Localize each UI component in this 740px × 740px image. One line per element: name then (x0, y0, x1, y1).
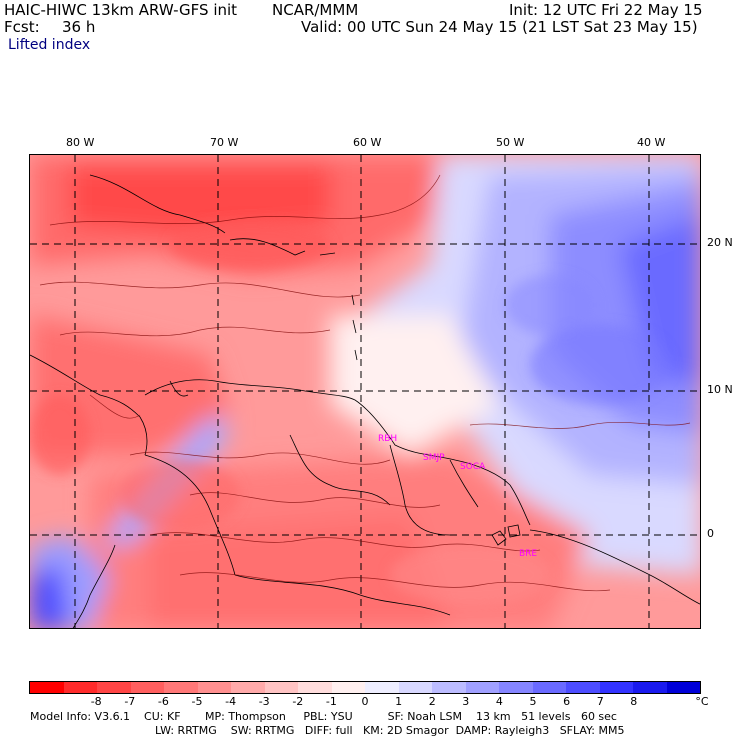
colorbar-cell (164, 682, 198, 693)
colorbar-tick-label: 2 (428, 695, 436, 708)
colorbar-tick-label: -1 (325, 695, 337, 708)
colorbar-cell (398, 682, 432, 693)
colorbar-cell (97, 682, 131, 693)
station-soca: SOCA (460, 462, 486, 472)
contour-lines (39, 174, 691, 592)
lon-label-70w: 70 W (210, 136, 239, 149)
colorbar-cell (298, 682, 332, 693)
forecast-label: Fcst: (4, 18, 40, 36)
lon-label-50w: 50 W (496, 136, 525, 149)
colorbar-cell (197, 682, 231, 693)
colorbar-cell (331, 682, 365, 693)
colorbar (29, 681, 701, 694)
colorbar-cell (130, 682, 164, 693)
colorbar-cell (599, 682, 633, 693)
field-name: Lifted index (8, 37, 91, 53)
colorbar-cell (63, 682, 97, 693)
forecast-hour: 36 h (62, 18, 96, 36)
colorbar-tick-label: -7 (124, 695, 136, 708)
lat-label-equator: 0 (707, 527, 714, 540)
colorbar-cell (30, 682, 64, 693)
station-bre: BRE (519, 549, 537, 559)
lat-label-10n: 10 N (707, 383, 733, 396)
colorbar-cell (499, 682, 533, 693)
coastlines (30, 174, 700, 628)
colorbar-cell (432, 682, 466, 693)
lon-label-40w: 40 W (637, 136, 666, 149)
colorbar-tick-label: 6 (563, 695, 571, 708)
map-canvas: RBH SMJP SOCA BRE (30, 155, 700, 628)
model-title: HAIC-HIWC 13km ARW-GFS init (4, 1, 238, 19)
colorbar-tick-label: -5 (191, 695, 203, 708)
lon-label-60w: 60 W (353, 136, 382, 149)
colorbar-cell (365, 682, 399, 693)
colorbar-tick-label: 0 (361, 695, 369, 708)
station-rbh: RBH (378, 434, 397, 444)
colorbar-cell (666, 682, 700, 693)
colorbar-tick-label: -4 (225, 695, 237, 708)
station-smjp: SMJP (423, 453, 445, 463)
colorbar-tick-label: -2 (292, 695, 304, 708)
colorbar-tick-label: -8 (90, 695, 102, 708)
colorbar-cell (566, 682, 600, 693)
colorbar-cell (532, 682, 566, 693)
detail-field (30, 220, 670, 605)
colorbar-tick-label: -3 (258, 695, 270, 708)
colorbar-tick-label: 3 (462, 695, 470, 708)
valid-time: Valid: 00 UTC Sun 24 May 15 (21 LST Sat … (301, 18, 698, 36)
model-info-line-2: LW: RRTMG SW: RRTMG DIFF: full KM: 2D Sm… (155, 724, 625, 737)
colorbar-tick-label: 7 (596, 695, 604, 708)
colorbar-tick-label: 5 (529, 695, 537, 708)
colorbar-tick-label: 1 (395, 695, 403, 708)
model-info-line-1: Model Info: V3.6.1 CU: KF MP: Thompson P… (30, 710, 617, 723)
init-time: Init: 12 UTC Fri 22 May 15 (509, 1, 703, 19)
colorbar-cell (465, 682, 499, 693)
colorbar-cell (264, 682, 298, 693)
colorbar-cell (231, 682, 265, 693)
lifted-index-map: RBH SMJP SOCA BRE (29, 154, 701, 629)
colorbar-tick-label: -6 (157, 695, 169, 708)
colorbar-unit: °C (695, 695, 709, 708)
graticule (30, 155, 700, 628)
lon-label-80w: 80 W (66, 136, 95, 149)
organization-label: NCAR/MMM (272, 1, 359, 19)
lat-label-20n: 20 N (707, 236, 733, 249)
colorbar-cell (633, 682, 667, 693)
station-markers: RBH SMJP SOCA BRE (378, 434, 537, 559)
stability-field (30, 155, 700, 628)
colorbar-tick-label: 8 (630, 695, 638, 708)
colorbar-tick-label: 4 (495, 695, 503, 708)
